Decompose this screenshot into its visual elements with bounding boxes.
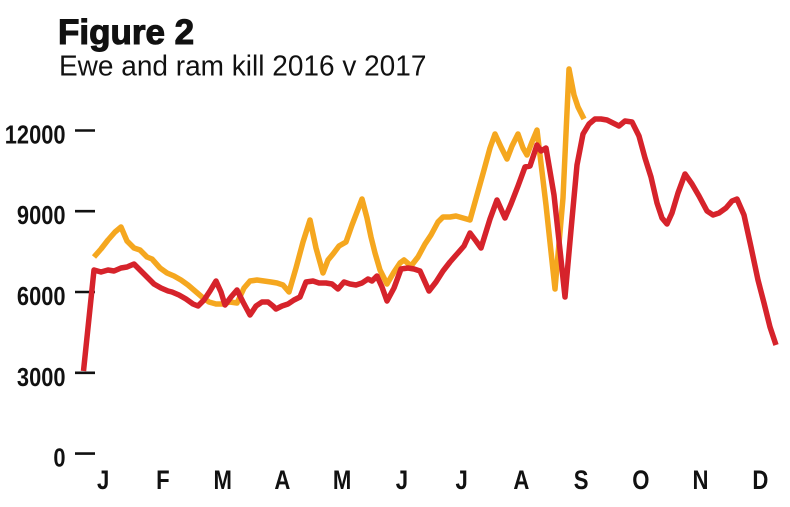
- svg-text:3000: 3000: [17, 363, 66, 392]
- svg-text:12000: 12000: [5, 121, 66, 150]
- svg-text:J: J: [97, 466, 109, 496]
- svg-text:J: J: [396, 466, 408, 496]
- svg-text:Figure 2: Figure 2: [58, 13, 194, 52]
- svg-text:Ewe and ram kill 2016 v 2017: Ewe and ram kill 2016 v 2017: [59, 49, 426, 81]
- svg-text:S: S: [574, 466, 589, 496]
- svg-text:J: J: [455, 466, 467, 496]
- svg-text:D: D: [752, 466, 768, 496]
- svg-text:F: F: [156, 466, 170, 496]
- svg-text:0: 0: [53, 444, 65, 473]
- svg-text:O: O: [632, 466, 649, 496]
- svg-text:6000: 6000: [17, 282, 66, 311]
- svg-text:9000: 9000: [17, 201, 66, 230]
- svg-text:A: A: [274, 466, 290, 496]
- svg-text:M: M: [213, 466, 231, 496]
- svg-text:N: N: [693, 466, 709, 496]
- svg-text:M: M: [333, 466, 351, 496]
- svg-text:A: A: [513, 466, 529, 496]
